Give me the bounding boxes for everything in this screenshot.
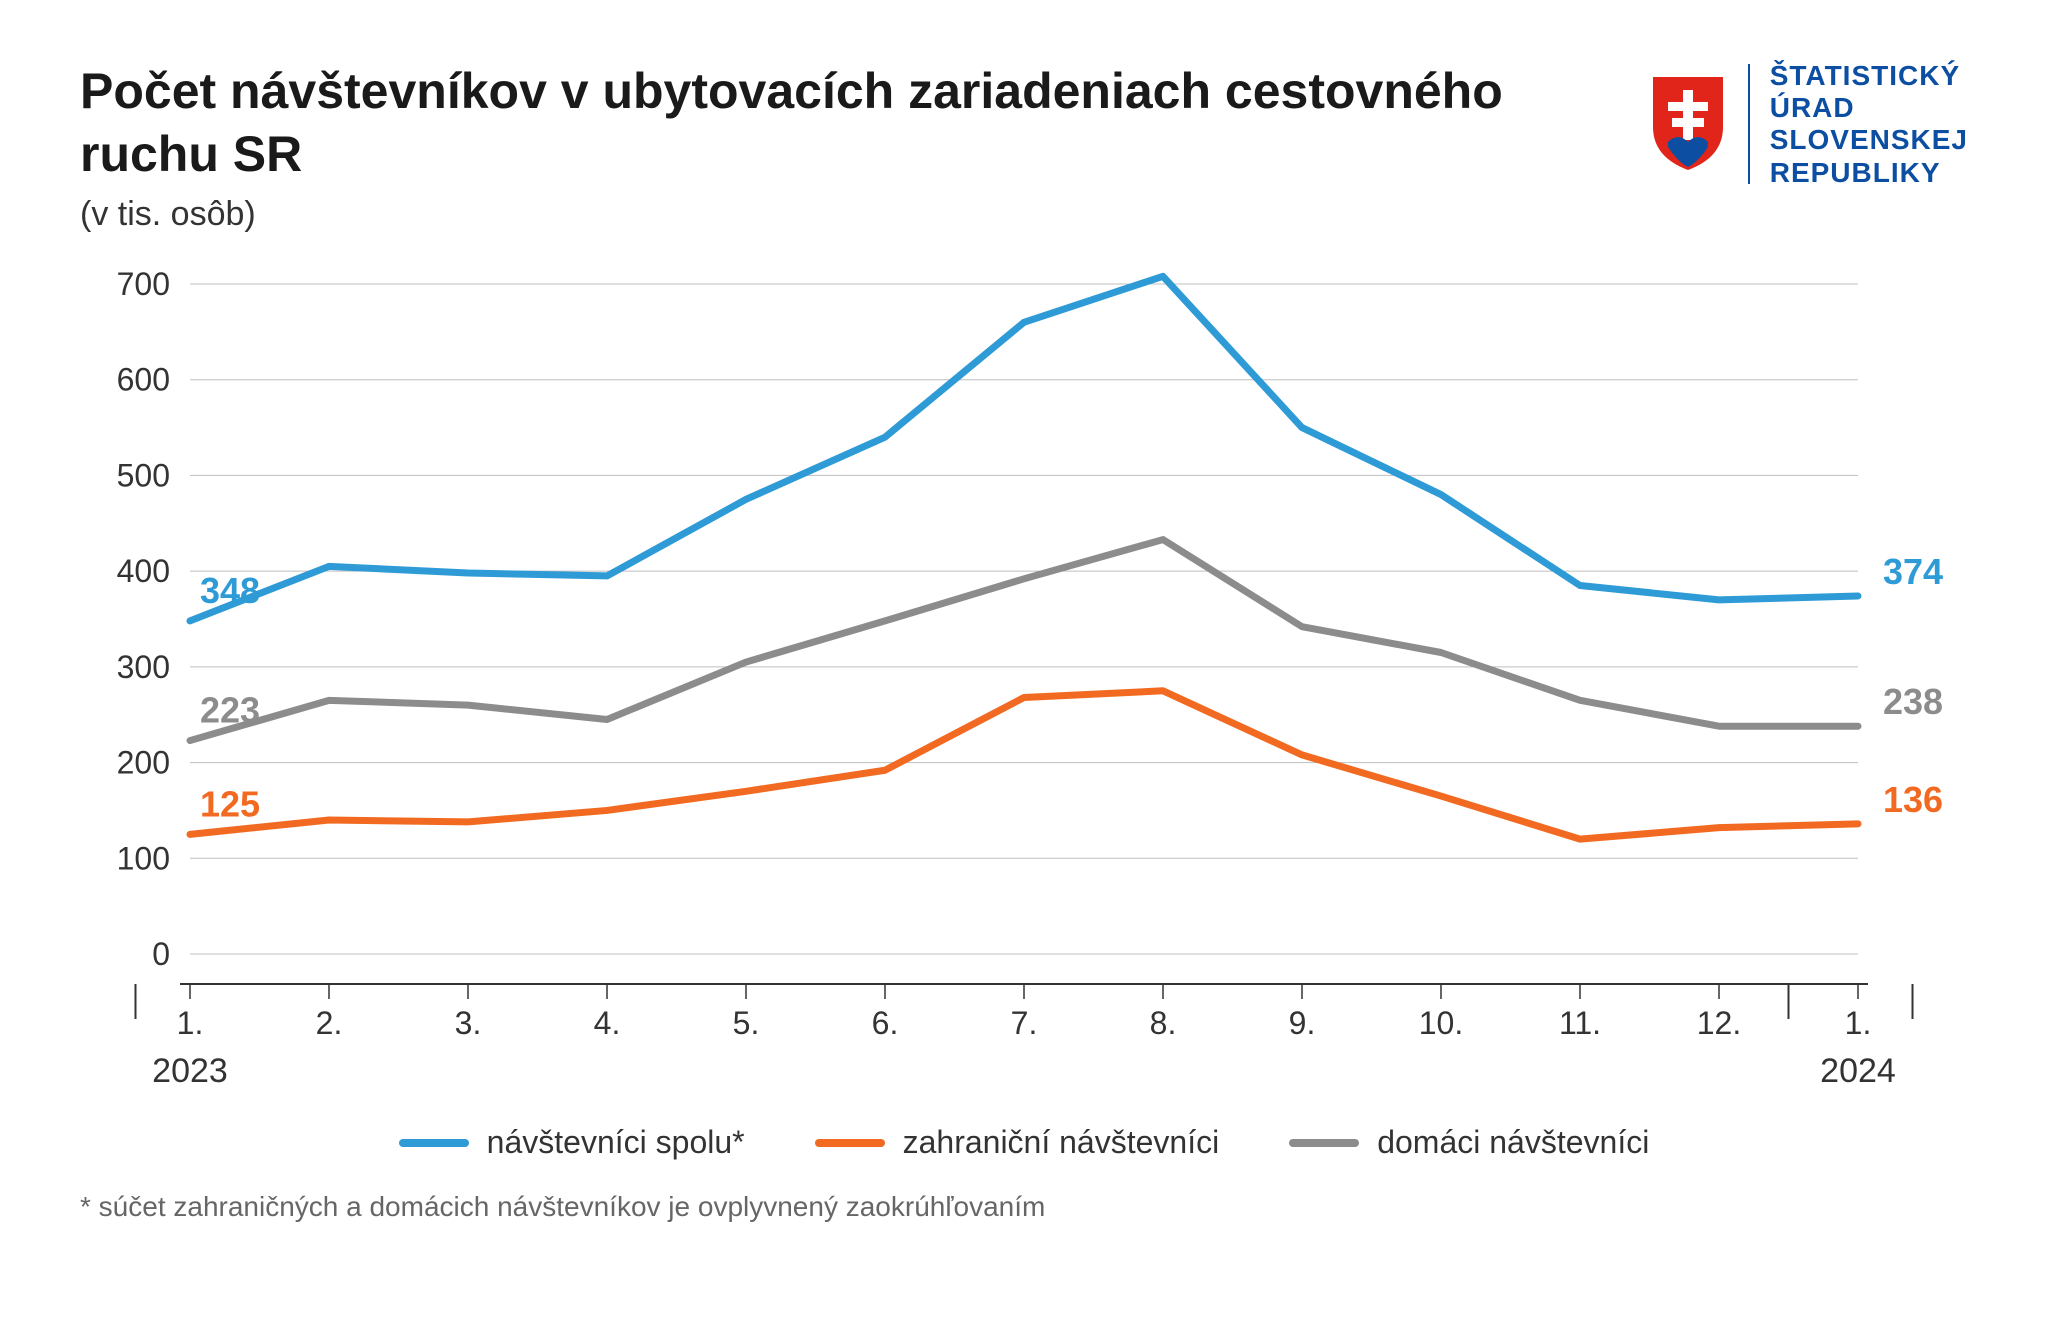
logo: ŠTATISTICKÝ ÚRAD SLOVENSKEJ REPUBLIKY: [1648, 60, 1968, 189]
legend-label-foreign: zahraniční návštevníci: [903, 1124, 1220, 1161]
x-tick-label: 3.: [455, 1005, 482, 1041]
title-block: Počet návštevníkov v ubytovacích zariade…: [80, 60, 1648, 234]
line-chart-svg: 0 100 200 300 400 500 600 700 1. 2. 3. 4. 5. 6. 7. 8. 9.…: [80, 264, 1968, 1094]
logo-line-1: ŠTATISTICKÝ: [1770, 60, 1968, 92]
legend-label-domestic: domáci návštevníci: [1377, 1124, 1649, 1161]
legend-item-domestic: domáci návštevníci: [1289, 1124, 1649, 1161]
legend-item-foreign: zahraniční návštevníci: [815, 1124, 1220, 1161]
legend-item-total: návštevníci spolu*: [399, 1124, 745, 1161]
x-tick-label: 6.: [872, 1005, 899, 1041]
chart-container: Počet návštevníkov v ubytovacích zariade…: [0, 0, 2048, 1319]
series-line-foreign: [190, 691, 1858, 839]
x-tick-label: 1.: [1845, 1005, 1872, 1041]
start-label-foreign: 125: [200, 783, 260, 824]
start-label-domestic: 223: [200, 690, 260, 731]
logo-separator: [1748, 64, 1750, 184]
legend-swatch-total: [399, 1139, 469, 1147]
x-tick-label: 9.: [1289, 1005, 1316, 1041]
x-tick-label: 12.: [1697, 1005, 1741, 1041]
x-tick-label: 4.: [594, 1005, 621, 1041]
year-label-left: 2023: [152, 1052, 228, 1090]
y-tick-label: 100: [117, 840, 170, 876]
logo-line-2: ÚRAD: [1770, 92, 1968, 124]
logo-text: ŠTATISTICKÝ ÚRAD SLOVENSKEJ REPUBLIKY: [1770, 60, 1968, 189]
chart-subtitle: (v tis. osôb): [80, 195, 1648, 234]
y-tick-label: 200: [117, 745, 170, 781]
shield-icon: [1648, 72, 1728, 177]
start-label-total: 348: [200, 570, 260, 611]
y-tick-label: 600: [117, 362, 170, 398]
chart-area: 0 100 200 300 400 500 600 700 1. 2. 3. 4. 5. 6. 7. 8. 9.…: [80, 264, 1968, 1094]
x-tick-label: 7.: [1011, 1005, 1038, 1041]
logo-line-4: REPUBLIKY: [1770, 157, 1968, 189]
x-tick-label: 2.: [316, 1005, 343, 1041]
header: Počet návštevníkov v ubytovacích zariade…: [80, 60, 1968, 234]
y-tick-label: 400: [117, 553, 170, 589]
x-tick-label: 1.: [177, 1005, 204, 1041]
x-tick-label: 5.: [733, 1005, 760, 1041]
logo-line-3: SLOVENSKEJ: [1770, 124, 1968, 156]
y-tick-label: 500: [117, 457, 170, 493]
x-tick-label: 11.: [1559, 1005, 1601, 1041]
x-tick-label: 8.: [1150, 1005, 1177, 1041]
y-tick-label: 700: [117, 266, 170, 302]
end-label-domestic: 238: [1883, 681, 1943, 722]
series-line-total: [190, 276, 1858, 621]
legend-label-total: návštevníci spolu*: [487, 1124, 745, 1161]
chart-title: Počet návštevníkov v ubytovacích zariade…: [80, 60, 1648, 185]
x-tick-label: 10.: [1419, 1005, 1463, 1041]
footnote: * súčet zahraničných a domácich návštevn…: [80, 1191, 1968, 1223]
y-tick-label: 0: [152, 936, 170, 972]
legend-swatch-foreign: [815, 1139, 885, 1147]
y-tick-label: 300: [117, 649, 170, 685]
legend-swatch-domestic: [1289, 1139, 1359, 1147]
end-label-foreign: 136: [1883, 779, 1943, 820]
end-label-total: 374: [1883, 551, 1943, 592]
year-label-right: 2024: [1820, 1052, 1896, 1090]
legend: návštevníci spolu* zahraniční návštevníci…: [80, 1124, 1968, 1161]
